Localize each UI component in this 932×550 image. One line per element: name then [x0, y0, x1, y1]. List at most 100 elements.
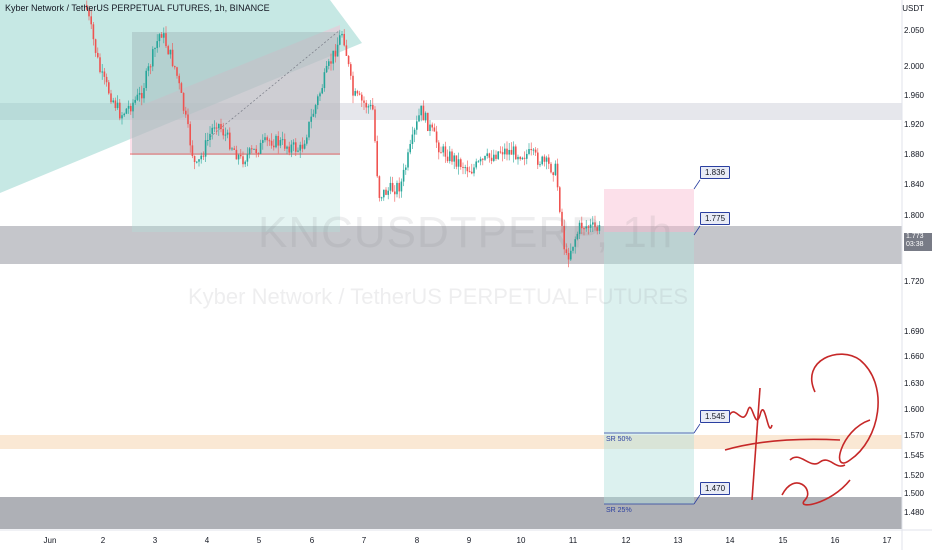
candle-body [187, 114, 189, 125]
candle-body [178, 75, 180, 84]
entry-price-tag[interactable]: 1.775 [700, 212, 731, 225]
candle-body [314, 105, 317, 114]
candle-body [108, 82, 110, 94]
sr50-price-tag[interactable]: 1.545 [700, 410, 731, 423]
candle-body [121, 115, 123, 119]
sr25-price-tag[interactable]: 1.470 [700, 482, 731, 495]
candle-body [279, 140, 282, 146]
candle-body [154, 48, 156, 50]
candle-body [123, 113, 125, 116]
time-tick-label: 15 [778, 536, 788, 545]
candle-body [589, 224, 592, 228]
candle-body [165, 33, 167, 47]
candle-body [545, 157, 548, 162]
candle-body [264, 137, 266, 141]
candle-body [442, 146, 444, 153]
candle-body [193, 156, 196, 163]
time-tick-label: Jun [43, 536, 57, 545]
candle-body [420, 105, 422, 116]
candle-body [299, 144, 301, 151]
price-tick-label: 1.520 [903, 471, 924, 480]
candle-body [156, 41, 158, 49]
candle-body [88, 9, 90, 17]
candle-body [215, 127, 218, 129]
candle-body [191, 145, 194, 157]
candle-body [528, 149, 530, 154]
candle-body [112, 100, 114, 103]
time-tick-label: 8 [414, 536, 420, 545]
candle-body [424, 112, 427, 121]
candle-body [290, 144, 293, 153]
candle-body [407, 152, 409, 168]
candle-body [556, 163, 559, 188]
candle-body [519, 156, 521, 160]
candle-body [477, 161, 480, 163]
candle-body [207, 139, 209, 141]
candle-body [110, 93, 112, 103]
candle-body [449, 151, 451, 162]
time-tick-label: 13 [673, 536, 683, 545]
candle-body [145, 70, 147, 89]
candle-body [116, 102, 119, 109]
candle-body [229, 132, 231, 150]
candle-body [413, 129, 416, 135]
time-tick-label: 16 [830, 536, 840, 545]
candle-body [559, 187, 561, 212]
bar-countdown: 03:38 [906, 241, 924, 248]
sr50-label: SR 50% [606, 436, 632, 443]
candle-body [268, 140, 271, 142]
resistance-zone [0, 103, 902, 120]
candle-body [200, 155, 202, 160]
candle-body [341, 33, 343, 36]
candle-body [233, 148, 235, 150]
candle-body [273, 145, 275, 148]
candle-body [422, 105, 425, 121]
candle-body [468, 171, 471, 173]
candle-body [169, 49, 172, 55]
tp-price-tag[interactable]: 1.836 [700, 166, 731, 179]
candle-body [189, 124, 191, 146]
candle-body [455, 155, 458, 167]
candle-body [517, 156, 519, 160]
candle-body [444, 146, 447, 157]
candle-body [235, 149, 238, 160]
candle-body [328, 61, 330, 66]
candle-body [163, 33, 165, 38]
candle-body [387, 190, 389, 195]
candle-body [262, 140, 264, 143]
candle-body [149, 66, 152, 68]
price-tick-label: 1.720 [903, 277, 924, 286]
candle-body [222, 129, 224, 136]
candle-body [270, 140, 273, 146]
candle-body [530, 149, 532, 151]
support-zone-orange [0, 435, 902, 449]
candle-body [196, 161, 198, 163]
candle-body [147, 66, 150, 71]
candle-body [127, 105, 130, 109]
candle-body [405, 167, 407, 170]
candle-body [567, 252, 570, 260]
watermark-name: Kyber Network / TetherUS PERPETUAL FUTUR… [188, 284, 689, 309]
candle-body [378, 176, 381, 198]
time-tick-label: 6 [309, 536, 315, 545]
candle-body [435, 131, 438, 143]
candle-body [266, 137, 268, 141]
candle-body [310, 116, 312, 122]
candle-body [94, 39, 97, 53]
candle-body [523, 157, 526, 159]
position-reward [604, 232, 694, 504]
candle-body [385, 189, 387, 195]
candle-body [583, 228, 585, 230]
candle-body [493, 154, 495, 161]
candle-body [220, 123, 222, 130]
time-tick-label: 11 [568, 536, 578, 545]
candle-body [292, 142, 295, 145]
candle-body [534, 149, 537, 153]
candle-body [554, 163, 557, 176]
candle-body [473, 167, 475, 174]
candle-body [526, 153, 528, 159]
current-price-tag: 1.773 03:38 [904, 233, 932, 251]
candle-body [552, 172, 554, 176]
time-tick-label: 5 [256, 536, 262, 545]
